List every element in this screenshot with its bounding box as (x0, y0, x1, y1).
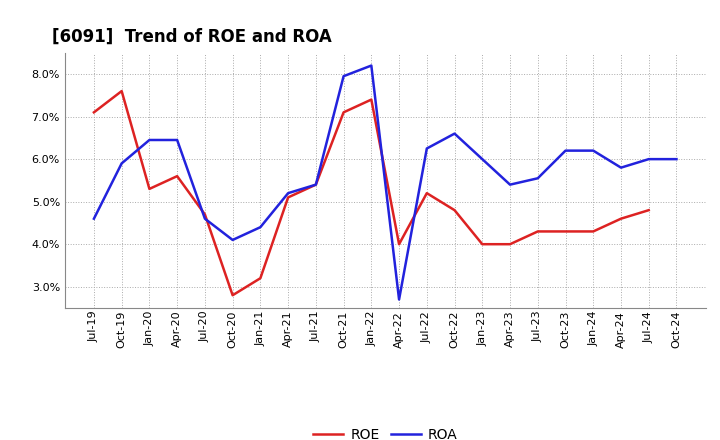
ROE (616, 216, 625, 221)
ROE (367, 97, 376, 102)
Legend: ROE, ROA: ROE, ROA (307, 422, 463, 440)
ROA (423, 146, 431, 151)
ROE (117, 88, 126, 94)
ROE (450, 208, 459, 213)
ROE (339, 110, 348, 115)
ROA (395, 297, 403, 302)
ROE (423, 191, 431, 196)
ROA (534, 176, 542, 181)
ROA (256, 224, 265, 230)
ROA (616, 165, 625, 170)
ROE (145, 186, 154, 191)
ROE (201, 212, 210, 217)
ROA (339, 73, 348, 79)
ROE (89, 110, 98, 115)
Line: ROE: ROE (94, 91, 649, 295)
Text: [6091]  Trend of ROE and ROA: [6091] Trend of ROE and ROA (52, 28, 332, 46)
ROA (505, 182, 514, 187)
ROE (395, 242, 403, 247)
ROE (256, 275, 265, 281)
ROA (173, 137, 181, 143)
ROE (284, 195, 292, 200)
ROE (505, 242, 514, 247)
ROA (672, 157, 681, 162)
ROE (589, 229, 598, 234)
ROA (284, 191, 292, 196)
ROA (644, 157, 653, 162)
ROA (589, 148, 598, 153)
ROA (89, 216, 98, 221)
ROE (228, 293, 237, 298)
ROE (561, 229, 570, 234)
ROE (644, 208, 653, 213)
ROE (173, 173, 181, 179)
ROA (145, 137, 154, 143)
ROA (312, 182, 320, 187)
ROA (117, 161, 126, 166)
Line: ROA: ROA (94, 66, 677, 300)
ROE (312, 182, 320, 187)
ROA (561, 148, 570, 153)
ROA (478, 157, 487, 162)
ROE (534, 229, 542, 234)
ROA (367, 63, 376, 68)
ROA (450, 131, 459, 136)
ROA (201, 216, 210, 221)
ROA (228, 237, 237, 242)
ROE (478, 242, 487, 247)
